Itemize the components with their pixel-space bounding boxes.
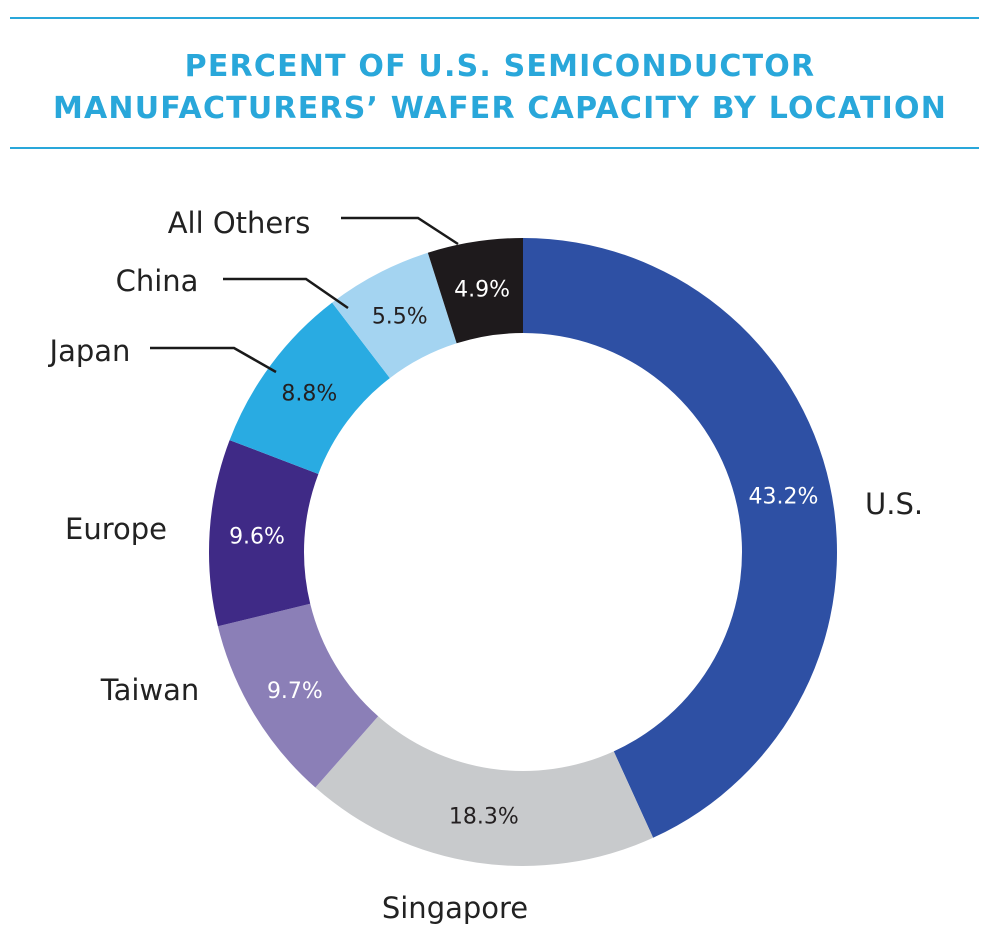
value-label-u-s: 43.2%	[748, 485, 818, 510]
slice-singapore	[315, 716, 654, 866]
chart-title: PERCENT OF U.S. SEMICONDUCTOR MANUFACTUR…	[0, 46, 1000, 130]
top-rule	[10, 17, 979, 19]
bottom-rule	[10, 147, 979, 149]
slice-japan	[229, 302, 390, 474]
category-label-singapore: Singapore	[382, 891, 528, 925]
chart-title-line-2: MANUFACTURERS’ WAFER CAPACITY BY LOCATIO…	[52, 91, 948, 126]
value-label-japan: 8.8%	[281, 382, 337, 407]
value-label-china: 5.5%	[372, 305, 428, 330]
category-label-taiwan: Taiwan	[100, 673, 200, 707]
category-label-all-others: All Others	[168, 206, 311, 240]
leader-line-japan	[150, 346, 277, 374]
category-label-china: China	[116, 264, 199, 298]
slice-taiwan	[217, 603, 379, 788]
value-label-all-others: 4.9%	[454, 278, 510, 303]
category-label-u-s: U.S.	[865, 487, 923, 521]
slice-europe	[209, 440, 319, 627]
leader-line-all-others	[341, 216, 459, 246]
value-label-europe: 9.6%	[229, 524, 285, 549]
slice-u-s	[523, 238, 837, 838]
slice-all-others	[427, 238, 523, 344]
value-label-taiwan: 9.7%	[267, 679, 323, 704]
chart-title-line-1: PERCENT OF U.S. SEMICONDUCTOR	[184, 49, 816, 84]
category-label-europe: Europe	[65, 512, 167, 546]
category-label-japan: Japan	[48, 334, 131, 368]
leader-line-china	[223, 277, 349, 310]
slice-china	[332, 252, 457, 379]
value-label-singapore: 18.3%	[449, 805, 519, 830]
